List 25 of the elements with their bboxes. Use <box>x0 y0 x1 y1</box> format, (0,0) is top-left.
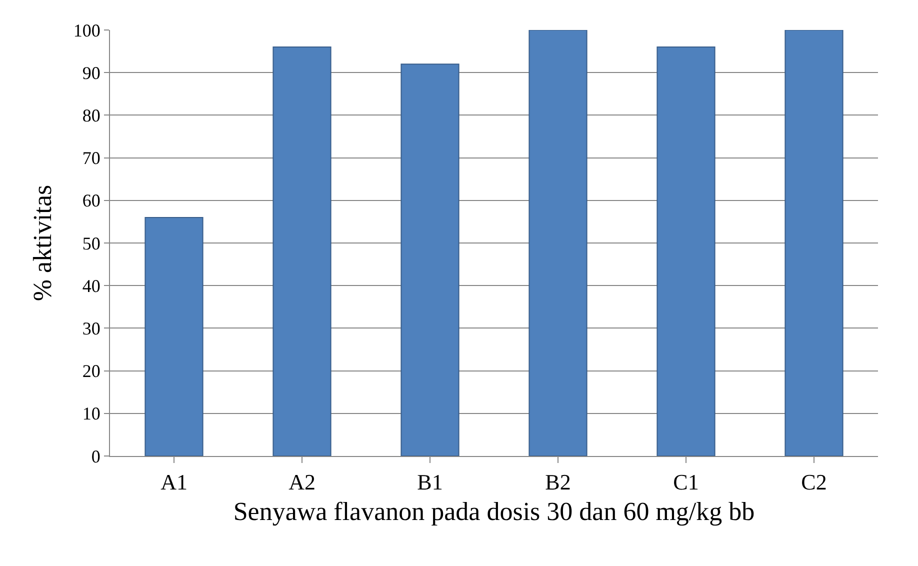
y-tick-label: 50 <box>82 233 100 254</box>
y-tick-label: 30 <box>82 318 100 338</box>
y-tick-label: 90 <box>82 62 100 83</box>
y-tick-label: 10 <box>82 404 100 424</box>
y-tick-label: 100 <box>73 20 100 40</box>
bar <box>144 216 204 456</box>
y-tick-label: 40 <box>82 276 100 296</box>
bar <box>784 30 844 456</box>
y-tick-label: 70 <box>82 148 100 168</box>
y-tick-label: 60 <box>82 190 100 211</box>
x-tick-label: B1 <box>417 469 443 494</box>
x-tick-label: B2 <box>545 469 571 494</box>
y-tick-label: 80 <box>82 106 100 126</box>
y-tick-label: 20 <box>82 361 100 382</box>
y-tick-label: 0 <box>91 446 100 466</box>
bar <box>272 46 332 456</box>
x-tick-label: A1 <box>160 469 188 494</box>
x-tick-label: A2 <box>288 469 316 494</box>
x-tick-label: C1 <box>673 469 699 494</box>
x-tick-label: C2 <box>801 469 827 494</box>
x-axis-title: Senyawa flavanon pada dosis 30 dan 60 mg/kg bb <box>233 497 755 526</box>
bar <box>656 46 716 456</box>
bar <box>400 64 460 456</box>
bar <box>528 30 588 456</box>
y-axis-title: % aktivitas <box>28 184 57 302</box>
